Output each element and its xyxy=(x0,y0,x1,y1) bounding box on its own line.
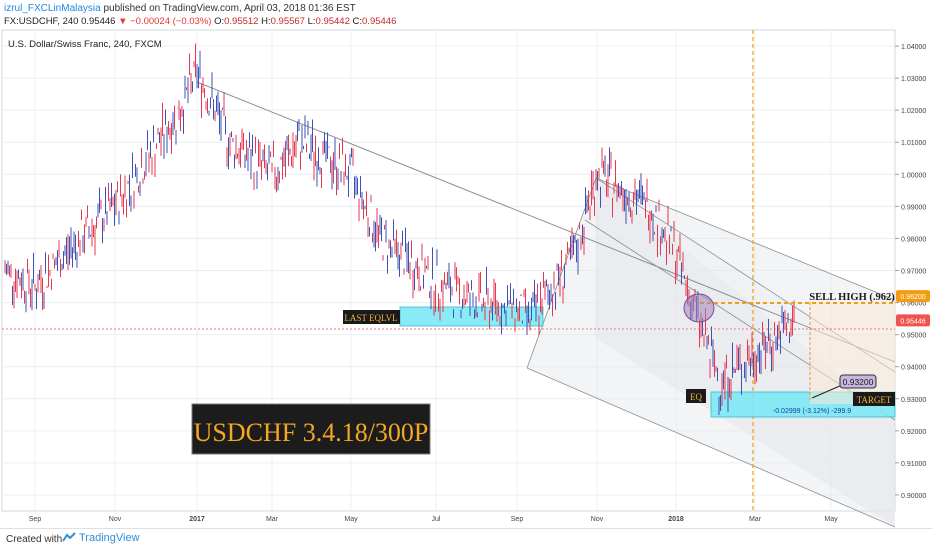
price-badge-label: 0.95446 xyxy=(900,318,925,325)
y-tick-label: 1.03000 xyxy=(901,76,926,83)
pitchfork-lower-line xyxy=(526,367,896,528)
high-value: 0.95567 xyxy=(270,16,305,27)
x-tick-label: May xyxy=(824,516,838,523)
y-tick-label: 1.02000 xyxy=(901,108,926,115)
highlight-circle xyxy=(683,293,715,323)
headline-box xyxy=(191,403,431,455)
close-label: C: xyxy=(352,16,363,27)
y-tick-label: 0.96000 xyxy=(901,301,926,308)
target-tag xyxy=(853,392,895,406)
target-callout-line xyxy=(811,384,843,399)
x-tick-label: Sep xyxy=(29,516,42,523)
symbol-quote: FX:USDCHF, 240 0.95446 ▼ −0.00024 (−0.03… xyxy=(4,16,396,27)
low-value: 0.95442 xyxy=(315,16,350,27)
x-tick-label: 2017 xyxy=(189,516,205,523)
y-tick-label: 0.98000 xyxy=(901,236,926,243)
y-tick-label: 1.00000 xyxy=(901,172,926,179)
pitchfork-shade-lower xyxy=(595,178,895,527)
publish-info: izrul_FXCLinMalaysia published on Tradin… xyxy=(4,3,356,14)
y-tick-label: 0.95000 xyxy=(901,333,926,340)
y-tick-label: 0.93000 xyxy=(901,397,926,404)
last-eqlvl-label: LAST EQLVL xyxy=(344,313,397,323)
target-price-label: 0.93200 xyxy=(843,377,874,387)
headline-text: USDCHF 3.4.18/300P xyxy=(194,418,429,447)
y-tick-label: 0.90000 xyxy=(901,493,926,500)
price-chart[interactable]: 1.04000 1.03000 1.02000 1.01000 1.00000 0.990… xyxy=(0,0,932,528)
open-value: 0.95512 xyxy=(224,16,259,27)
x-tick-label: Nov xyxy=(109,516,122,523)
price-change: −0.00024 (−0.03%) xyxy=(130,16,212,27)
x-tick-label: Jul xyxy=(432,516,441,523)
footer: Created with TradingView xyxy=(0,528,932,551)
tradingview-logo-icon xyxy=(62,532,76,542)
x-tick-label: Mar xyxy=(266,516,279,523)
price-badge xyxy=(896,314,930,327)
x-tick-label: May xyxy=(344,516,358,523)
y-tick-label: 0.94000 xyxy=(901,365,926,372)
last-eqlvl-zone xyxy=(399,306,544,327)
x-tick-label: Nov xyxy=(591,516,604,523)
tradingview-link[interactable]: TradingView xyxy=(62,532,140,544)
symbol-label: FX:USDCHF, 240 xyxy=(4,16,79,27)
pitchfork-shade-outer xyxy=(527,178,895,527)
price-badge-label: 0.96200 xyxy=(900,294,925,301)
down-arrow-icon: ▼ xyxy=(118,16,128,27)
y-tick-label: 1.04000 xyxy=(901,44,926,51)
open-label: O: xyxy=(214,16,225,27)
y-axis: 1.04000 1.03000 1.02000 1.01000 1.00000 0.990… xyxy=(895,44,930,500)
target-price-tag xyxy=(839,374,877,389)
x-tick-label: 2018 xyxy=(668,516,684,523)
measure-label: -0.02999 (-3.12%) -299.9 xyxy=(773,408,851,415)
author-link[interactable]: izrul_FXCLinMalaysia xyxy=(4,3,101,14)
last-price: 0.95446 xyxy=(81,16,116,27)
y-tick-label: 1.01000 xyxy=(901,140,926,147)
x-tick-label: Sep xyxy=(511,516,524,523)
y-tick-label: 0.97000 xyxy=(901,269,926,276)
eq-label: EQ xyxy=(690,392,702,402)
close-value: 0.95446 xyxy=(362,16,397,27)
pitchfork-upper-line xyxy=(595,177,896,301)
measure-box xyxy=(810,302,895,404)
price-badge xyxy=(896,290,930,303)
eq-tag xyxy=(686,389,706,403)
created-with-text: Created with xyxy=(6,534,63,545)
pitchfork-handle xyxy=(526,177,597,369)
high-label: H: xyxy=(261,16,271,27)
trendline-descending xyxy=(196,81,896,363)
price-series xyxy=(4,43,795,415)
x-axis: Sep Nov 2017 Mar May Jul Sep Nov 2018 Mar May xyxy=(29,516,838,523)
y-tick-label: 0.91000 xyxy=(901,461,926,468)
tradingview-brand: TradingView xyxy=(79,532,140,544)
x-tick-label: Mar xyxy=(749,516,762,523)
y-tick-label: 0.92000 xyxy=(901,429,926,436)
y-tick-label: 0.99000 xyxy=(901,204,926,211)
last-eqlvl-tag xyxy=(343,310,400,324)
chart-title: U.S. Dollar/Swiss Franc, 240, FXCM xyxy=(8,39,162,50)
low-label: L: xyxy=(307,16,316,27)
sell-high-label: SELL HIGH (.962) xyxy=(809,292,895,303)
target-label: TARGET xyxy=(857,395,892,405)
publish-date: published on TradingView.com, April 03, … xyxy=(103,3,356,14)
